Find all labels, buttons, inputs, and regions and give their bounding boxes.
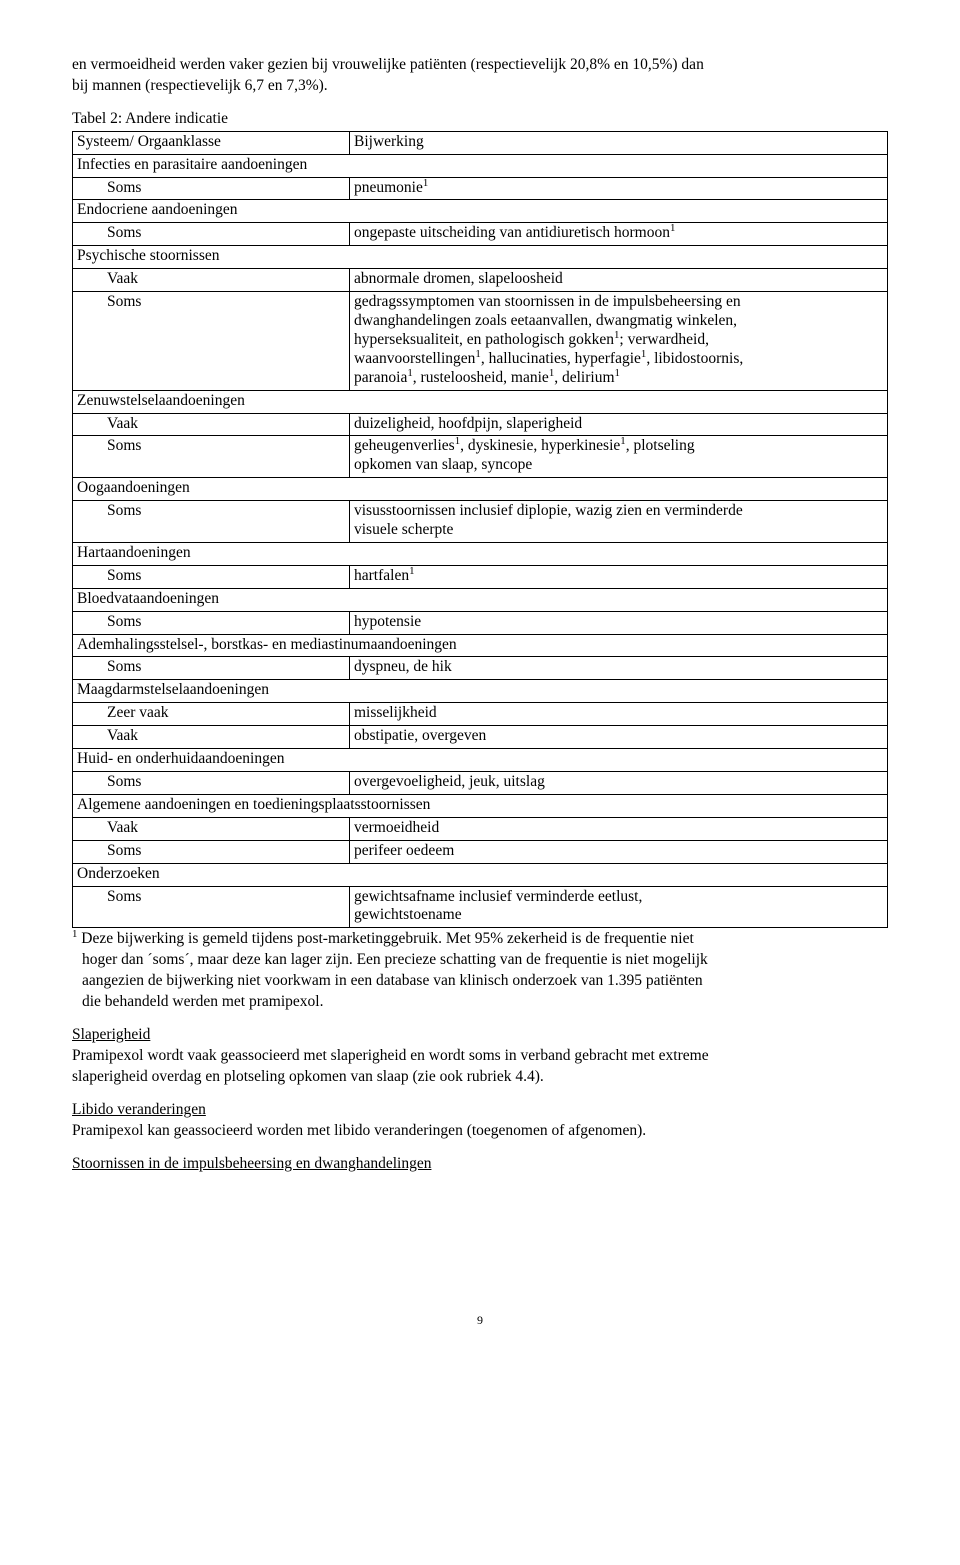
section-title: Infecties en parasitaire aandoeningen: [73, 154, 888, 177]
freq-cell: Zeer vaak: [73, 703, 350, 726]
section-title: Bloedvataandoeningen: [73, 588, 888, 611]
section-row: Oogaandoeningen: [73, 478, 888, 501]
effect-cell: dyspneu, de hik: [350, 657, 888, 680]
section-impulsbeheersing: Stoornissen in de impulsbeheersing en dw…: [72, 1155, 888, 1174]
table-row: Vaak obstipatie, overgeven: [73, 726, 888, 749]
freq-cell: Vaak: [73, 726, 350, 749]
effect-cell: gewichtsafname inclusief verminderde eet…: [350, 886, 888, 928]
freq-cell: Soms: [73, 292, 350, 391]
section-title: Algemene aandoeningen en toedieningsplaa…: [73, 794, 888, 817]
effect-cell: ongepaste uitscheiding van antidiuretisc…: [350, 223, 888, 246]
effect-cell: hartfalen1: [350, 565, 888, 588]
freq-cell: Soms: [73, 611, 350, 634]
effect-cell: hypotensie: [350, 611, 888, 634]
section-heading: Slaperigheid: [72, 1026, 150, 1043]
intro-paragraph: en vermoeidheid werden vaker gezien bij …: [72, 56, 888, 96]
effect-cell: perifeer oedeem: [350, 840, 888, 863]
section-title: Endocriene aandoeningen: [73, 200, 888, 223]
section-row: Algemene aandoeningen en toedieningsplaa…: [73, 794, 888, 817]
table-row: Soms pneumonie1: [73, 177, 888, 200]
adverse-effects-table: Systeem/ Orgaanklasse Bijwerking Infecti…: [72, 131, 888, 929]
header-col2: Bijwerking: [350, 131, 888, 154]
table-row: Soms geheugenverlies1, dyskinesie, hyper…: [73, 436, 888, 478]
section-title: Hartaandoeningen: [73, 542, 888, 565]
freq-cell: Vaak: [73, 269, 350, 292]
effect-cell: visusstoornissen inclusief diplopie, waz…: [350, 501, 888, 543]
section-libido: Libido veranderingen Pramipexol kan geas…: [72, 1101, 888, 1141]
effect-cell: abnormale dromen, slapeloosheid: [350, 269, 888, 292]
table-row: Soms overgevoeligheid, jeuk, uitslag: [73, 772, 888, 795]
section-title: Ademhalingsstelsel-, borstkas- en medias…: [73, 634, 888, 657]
section-row: Zenuwstelselaandoeningen: [73, 390, 888, 413]
section-row: Hartaandoeningen: [73, 542, 888, 565]
table-footnote: 1 Deze bijwerking is gemeld tijdens post…: [72, 930, 888, 1012]
effect-cell: vermoeidheid: [350, 817, 888, 840]
section-title: Oogaandoeningen: [73, 478, 888, 501]
freq-cell: Soms: [73, 840, 350, 863]
table-header-row: Systeem/ Orgaanklasse Bijwerking: [73, 131, 888, 154]
effect-cell: pneumonie1: [350, 177, 888, 200]
effect-cell: gedragssymptomen van stoornissen in de i…: [350, 292, 888, 391]
section-heading: Stoornissen in de impulsbeheersing en dw…: [72, 1155, 431, 1172]
page-number: 9: [72, 1313, 888, 1328]
freq-cell: Soms: [73, 772, 350, 795]
section-row: Huid- en onderhuidaandoeningen: [73, 749, 888, 772]
table-row: Soms gedragssymptomen van stoornissen in…: [73, 292, 888, 391]
freq-cell: Soms: [73, 177, 350, 200]
intro-line-1: en vermoeidheid werden vaker gezien bij …: [72, 56, 704, 73]
table-row: Vaak abnormale dromen, slapeloosheid: [73, 269, 888, 292]
freq-cell: Soms: [73, 501, 350, 543]
section-row: Psychische stoornissen: [73, 246, 888, 269]
effect-cell: duizeligheid, hoofdpijn, slaperigheid: [350, 413, 888, 436]
freq-cell: Soms: [73, 436, 350, 478]
section-title: Maagdarmstelselaandoeningen: [73, 680, 888, 703]
section-row: Infecties en parasitaire aandoeningen: [73, 154, 888, 177]
section-title: Onderzoeken: [73, 863, 888, 886]
table-row: Soms hypotensie: [73, 611, 888, 634]
section-title: Zenuwstelselaandoeningen: [73, 390, 888, 413]
section-row: Onderzoeken: [73, 863, 888, 886]
table-title: Tabel 2: Andere indicatie: [72, 110, 888, 129]
intro-line-2: bij mannen (respectievelijk 6,7 en 7,3%)…: [72, 77, 328, 94]
header-col1: Systeem/ Orgaanklasse: [73, 131, 350, 154]
table-row: Soms ongepaste uitscheiding van antidiur…: [73, 223, 888, 246]
section-slaperigheid: Slaperigheid Pramipexol wordt vaak geass…: [72, 1026, 888, 1087]
table-row: Zeer vaak misselijkheid: [73, 703, 888, 726]
effect-cell: misselijkheid: [350, 703, 888, 726]
table-row: Vaak vermoeidheid: [73, 817, 888, 840]
table-row: Vaak duizeligheid, hoofdpijn, slaperighe…: [73, 413, 888, 436]
effect-cell: obstipatie, overgeven: [350, 726, 888, 749]
section-row: Endocriene aandoeningen: [73, 200, 888, 223]
table-row: Soms visusstoornissen inclusief diplopie…: [73, 501, 888, 543]
freq-cell: Soms: [73, 886, 350, 928]
section-heading: Libido veranderingen: [72, 1101, 206, 1118]
freq-cell: Vaak: [73, 413, 350, 436]
freq-cell: Soms: [73, 565, 350, 588]
section-title: Huid- en onderhuidaandoeningen: [73, 749, 888, 772]
section-title: Psychische stoornissen: [73, 246, 888, 269]
section-row: Ademhalingsstelsel-, borstkas- en medias…: [73, 634, 888, 657]
table-row: Soms gewichtsafname inclusief verminderd…: [73, 886, 888, 928]
section-row: Bloedvataandoeningen: [73, 588, 888, 611]
freq-cell: Vaak: [73, 817, 350, 840]
effect-cell: overgevoeligheid, jeuk, uitslag: [350, 772, 888, 795]
table-row: Soms dyspneu, de hik: [73, 657, 888, 680]
table-row: Soms perifeer oedeem: [73, 840, 888, 863]
effect-cell: geheugenverlies1, dyskinesie, hyperkines…: [350, 436, 888, 478]
freq-cell: Soms: [73, 223, 350, 246]
freq-cell: Soms: [73, 657, 350, 680]
table-row: Soms hartfalen1: [73, 565, 888, 588]
section-row: Maagdarmstelselaandoeningen: [73, 680, 888, 703]
